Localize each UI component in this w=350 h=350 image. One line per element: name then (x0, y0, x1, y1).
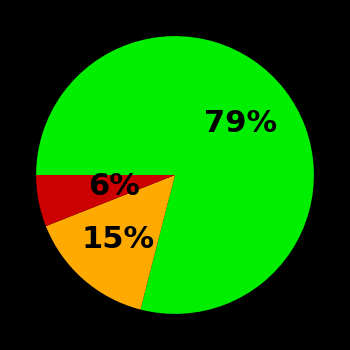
Text: 6%: 6% (88, 172, 140, 201)
Text: 15%: 15% (82, 225, 155, 254)
Wedge shape (36, 175, 175, 226)
Wedge shape (46, 175, 175, 309)
Text: 79%: 79% (204, 110, 278, 138)
Wedge shape (36, 36, 314, 314)
